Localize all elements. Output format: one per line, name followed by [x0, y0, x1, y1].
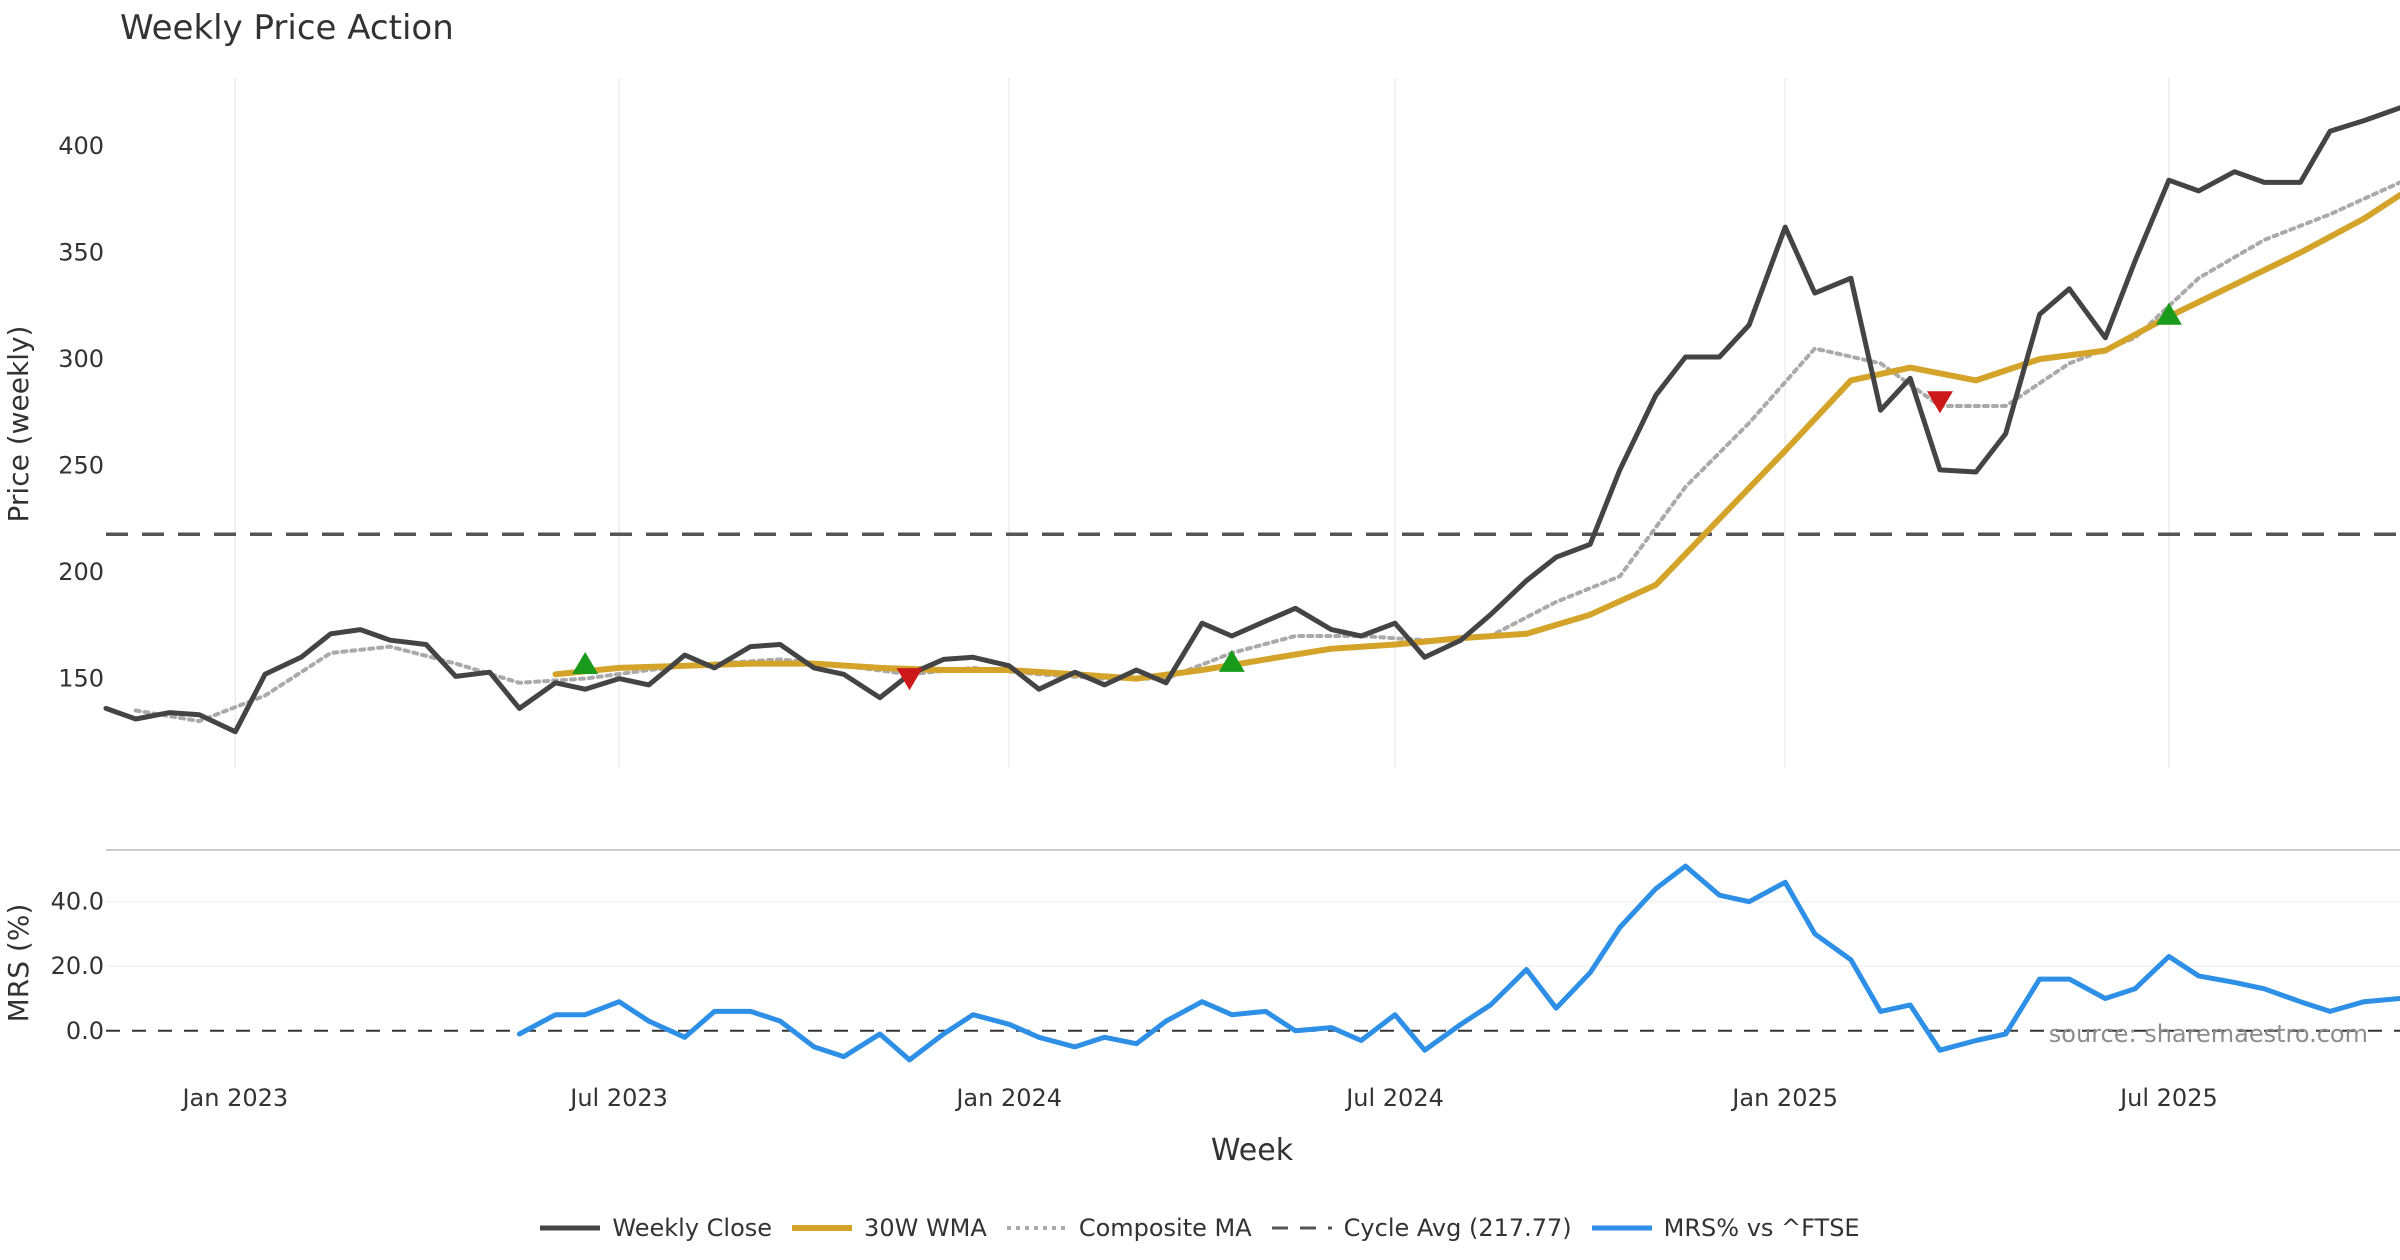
y-tick-label: 20.0	[51, 952, 104, 980]
legend-swatch-composite-ma	[1006, 1226, 1067, 1230]
mrs-y-axis: 0.0 20.0 40.0	[51, 888, 104, 1045]
y-tick-label: 250	[58, 452, 104, 480]
chart-legend: Weekly Close 30W WMA Composite MA Cycle …	[0, 1208, 2400, 1248]
y-tick-label: 150	[58, 665, 104, 693]
y-tick-label: 40.0	[51, 888, 104, 916]
series-mrs-vs-ftse	[516, 863, 2400, 1063]
legend-item-mrs: MRS% vs ^FTSE	[1591, 1214, 1860, 1242]
legend-item-weekly-close: Weekly Close	[540, 1214, 772, 1242]
x-tick-label: Jan 2023	[180, 1084, 288, 1112]
legend-swatch-cycle-avg	[1271, 1226, 1332, 1230]
legend-item-composite-ma: Composite MA	[1006, 1214, 1252, 1242]
x-tick-label: Jan 2024	[954, 1084, 1062, 1112]
price-panel-grid	[234, 78, 2170, 768]
x-tick-label: Jul 2023	[568, 1084, 668, 1112]
x-tick-label: Jul 2025	[2118, 1084, 2218, 1112]
legend-label: 30W WMA	[864, 1214, 987, 1242]
series-composite-ma	[133, 180, 2400, 724]
price-panel-signals	[572, 302, 2182, 691]
legend-label: Composite MA	[1078, 1214, 1252, 1242]
buy-signal-marker	[1218, 649, 1245, 672]
series-30w-wma	[552, 192, 2400, 682]
price-y-axis-label: Price (weekly)	[2, 326, 35, 523]
price-y-axis: 150 200 250 300 350 400	[58, 132, 104, 692]
series-weekly-close	[103, 105, 2400, 735]
x-tick-label: Jul 2024	[1344, 1084, 1444, 1112]
source-watermark: source: sharemaestro.com	[2048, 1020, 2368, 1048]
legend-label: Weekly Close	[612, 1214, 773, 1242]
y-tick-label: 400	[58, 132, 104, 160]
mrs-panel-series	[516, 863, 2400, 1063]
mrs-y-axis-label: MRS (%)	[2, 904, 35, 1023]
y-tick-label: 0.0	[66, 1017, 104, 1045]
x-axis-label: Week	[1211, 1133, 1294, 1168]
buy-signal-marker	[2155, 302, 2182, 325]
y-tick-label: 350	[58, 239, 104, 267]
buy-signal-marker	[572, 651, 599, 675]
legend-item-30w-wma: 30W WMA	[792, 1214, 987, 1242]
y-tick-label: 300	[58, 345, 104, 373]
x-tick-label: Jan 2025	[1730, 1084, 1838, 1112]
x-axis: Jan 2023 Jul 2023 Jan 2024 Jul 2024 Jan 2025…	[180, 1084, 2217, 1112]
legend-swatch-30w-wma	[792, 1225, 853, 1231]
sell-signal-marker	[1926, 391, 1953, 414]
legend-label: Cycle Avg (217.77)	[1343, 1214, 1572, 1242]
sell-signal-marker	[896, 668, 923, 691]
mrs-panel-grid	[106, 849, 2400, 1032]
legend-item-cycle-avg: Cycle Avg (217.77)	[1271, 1214, 1572, 1242]
chart-title: Weekly Price Action	[120, 8, 454, 48]
legend-swatch-weekly-close	[540, 1225, 601, 1231]
price-panel-series	[103, 105, 2400, 735]
legend-swatch-mrs	[1591, 1225, 1652, 1231]
y-tick-label: 200	[58, 558, 104, 586]
legend-label: MRS% vs ^FTSE	[1663, 1214, 1860, 1242]
